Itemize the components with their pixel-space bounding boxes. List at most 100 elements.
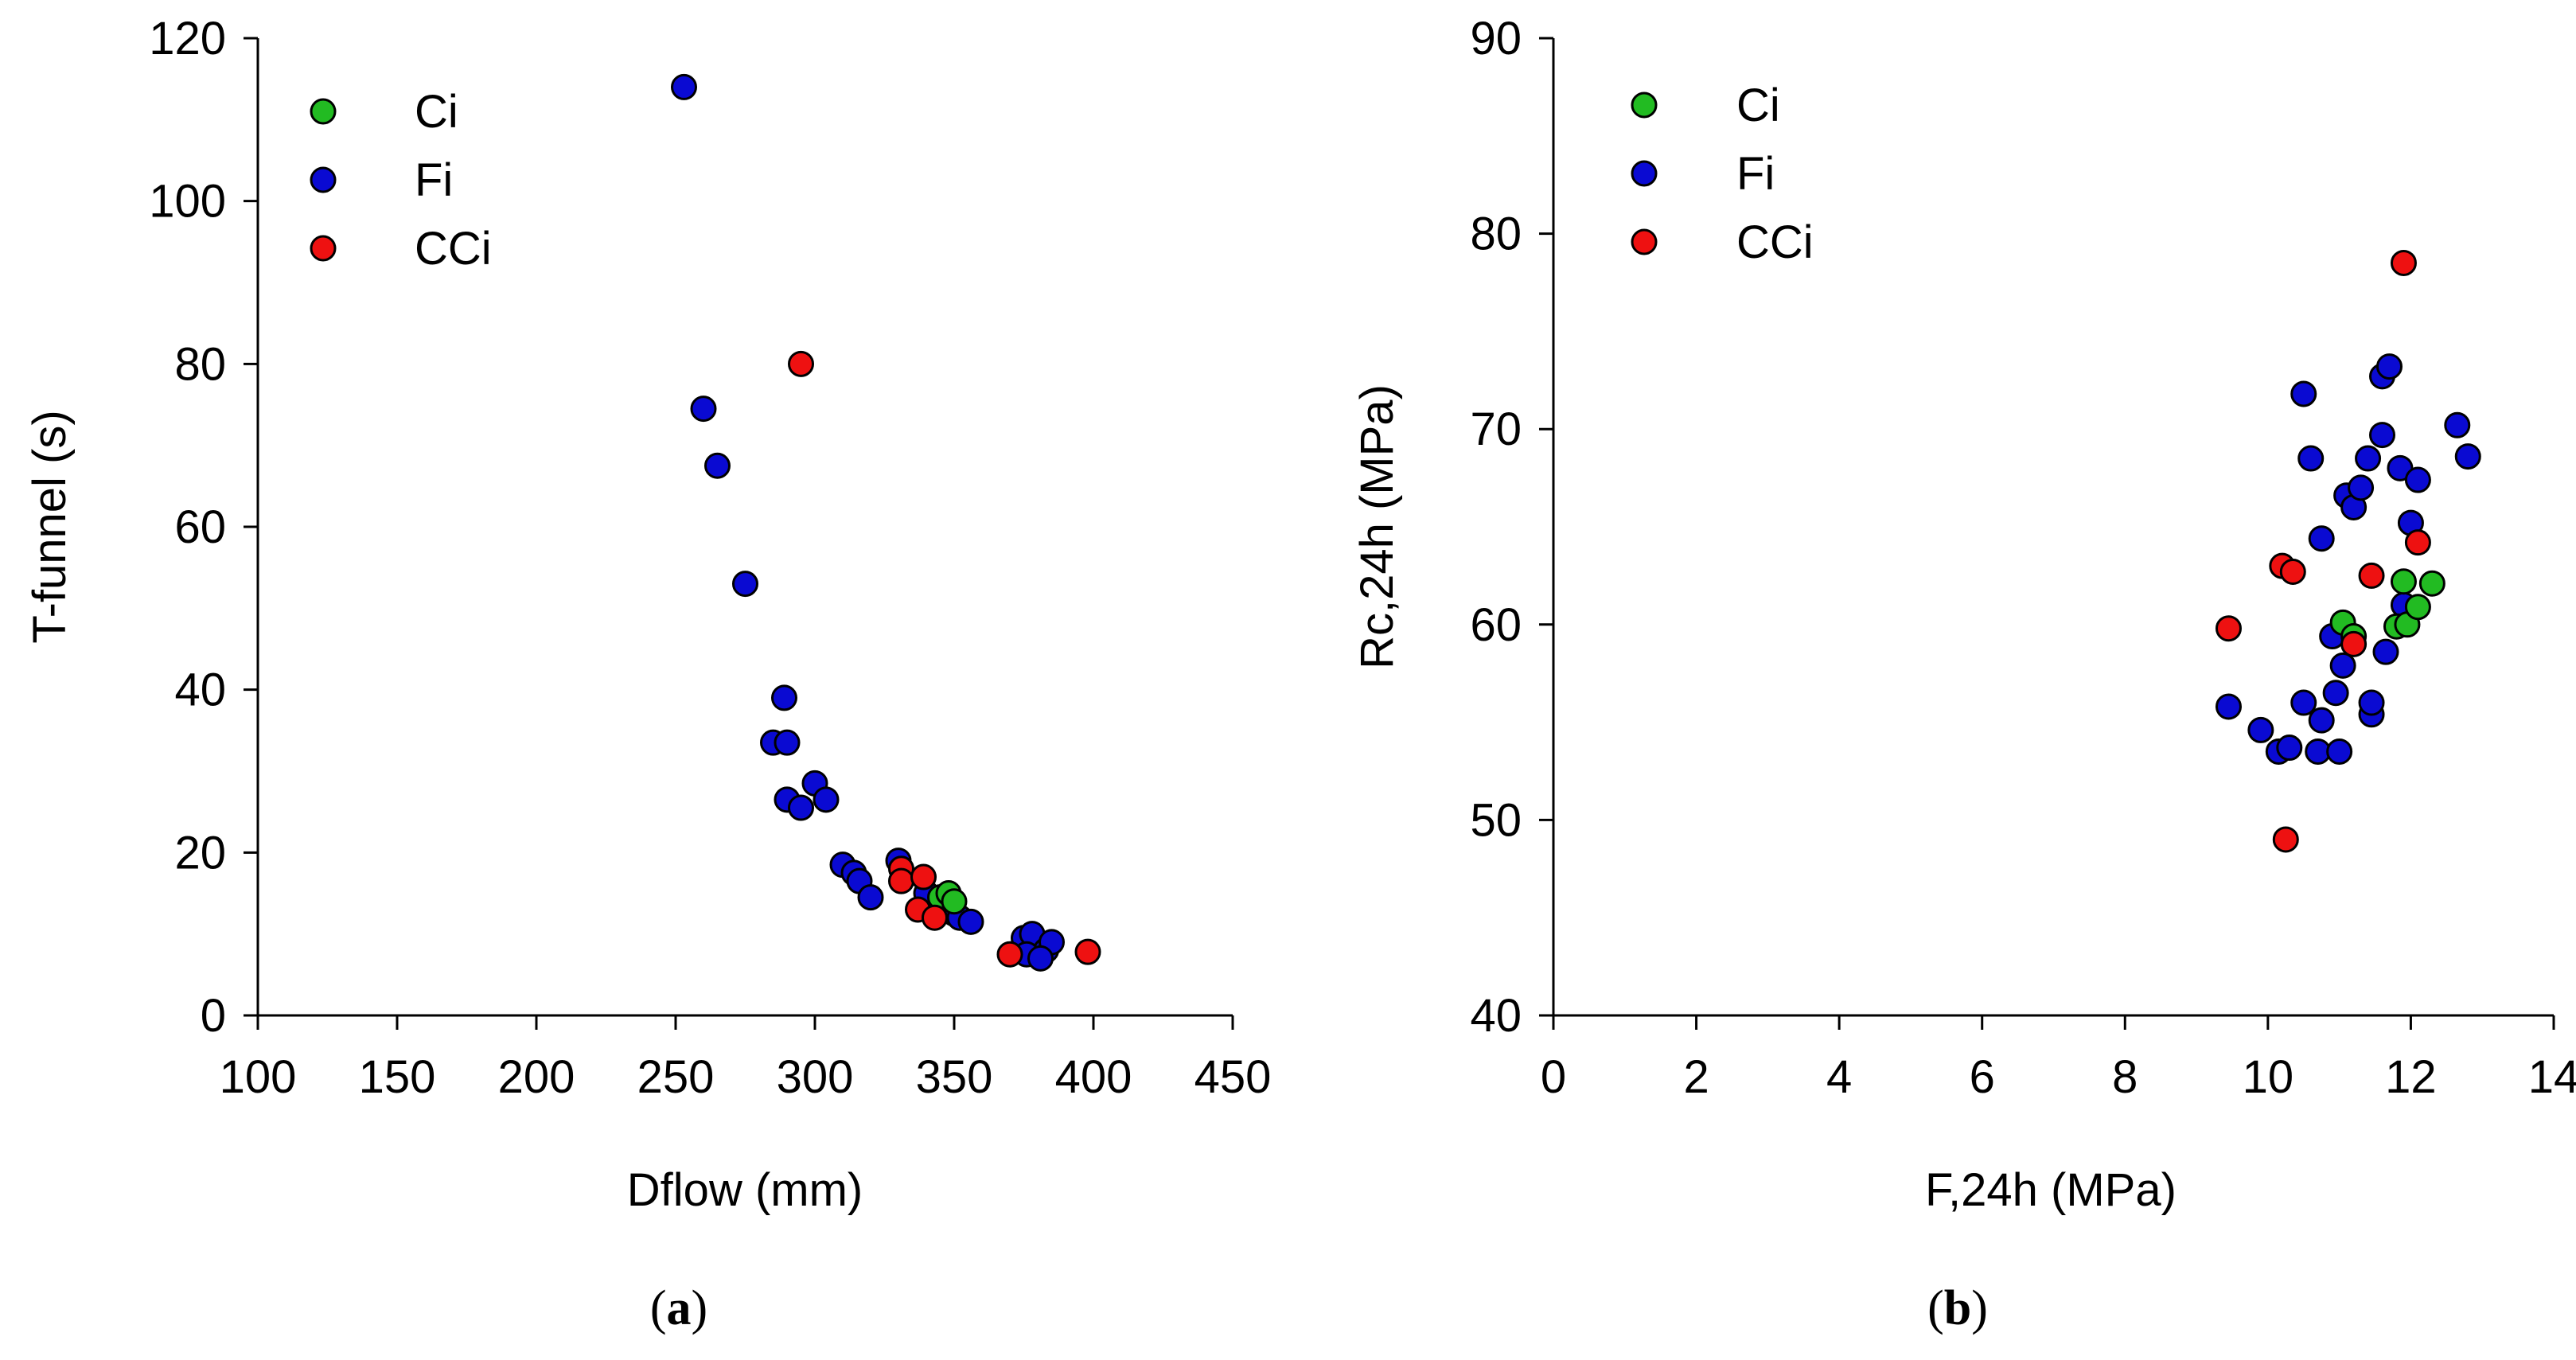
data-point-cci: [2340, 630, 2368, 657]
ticks-a: 100 150 200 250 300 350 400 450 0 20 40 …: [149, 13, 1271, 1103]
data-point-fi: [788, 794, 814, 821]
x-axis-label-b: F,24h (MPa): [1925, 1164, 2177, 1216]
data-point-cci: [2358, 562, 2385, 589]
data-point-fi: [2348, 474, 2375, 501]
data-point-fi: [2290, 380, 2317, 407]
x-tick-label: 14: [2528, 1051, 2576, 1103]
y-axis-label-b: Rc,24h (MPa): [1351, 384, 1403, 669]
x-tick-label: 400: [1055, 1051, 1132, 1103]
y-tick-label: 80: [1470, 208, 1522, 260]
data-point-fi: [2329, 652, 2356, 679]
y-tick-label: 60: [174, 501, 226, 553]
data-point-cci: [922, 904, 948, 931]
data-point-fi: [2247, 716, 2274, 743]
data-point-fi: [2308, 525, 2335, 552]
data-point-cci: [2404, 529, 2431, 556]
data-point-cci: [1074, 938, 1101, 965]
data-point-fi: [2355, 445, 2382, 472]
data-point-fi: [2375, 353, 2403, 380]
legend-marker-cci: [1631, 228, 1658, 255]
data-point-fi: [2297, 445, 2325, 472]
x-tick-label: 12: [2385, 1051, 2437, 1103]
legend-label-fi: Fi: [1736, 148, 1775, 200]
panel-label-b: (b): [1927, 1281, 1988, 1335]
data-point-fi: [857, 884, 884, 911]
data-point-fi: [671, 73, 697, 100]
data-point-fi: [2358, 689, 2385, 716]
y-tick-label: 70: [1470, 403, 1522, 455]
x-tick-label: 4: [1826, 1051, 1852, 1103]
series-points-b: [2215, 249, 2481, 853]
series-points-a: [671, 73, 1101, 972]
x-tick-label: 8: [2112, 1051, 2138, 1103]
panel-letter-b: b: [1944, 1281, 1971, 1335]
data-point-fi: [2369, 422, 2396, 449]
data-point-fi: [690, 396, 717, 423]
legend-marker-fi: [310, 166, 337, 193]
axes-frame-b: [1552, 38, 2554, 1017]
x-tick-label: 450: [1194, 1051, 1272, 1103]
x-tick-label: 100: [220, 1051, 297, 1103]
data-point-ci: [2404, 594, 2431, 621]
x-tick-label: 300: [777, 1051, 854, 1103]
data-point-fi: [957, 908, 984, 935]
x-ticks-a: 100 150 200 250 300 350 400 450: [220, 1015, 1272, 1103]
data-point-fi: [2444, 411, 2471, 438]
y-tick-label: 0: [201, 990, 226, 1042]
y-tick-label: 40: [174, 664, 226, 716]
y-tick-label: 50: [1470, 794, 1522, 846]
y-tick-label: 20: [174, 827, 226, 879]
legend-marker-cci: [310, 235, 337, 262]
data-point-fi: [2215, 693, 2242, 720]
data-point-fi: [2404, 466, 2431, 493]
data-point-cci: [888, 867, 914, 894]
legend-a: Ci Fi CCi: [310, 86, 492, 275]
data-point-cci: [2272, 826, 2299, 853]
axes-frame-a: [256, 38, 1233, 1017]
legend-marker-ci: [1631, 92, 1658, 119]
y-tick-label: 80: [174, 338, 226, 390]
data-point-fi: [2276, 735, 2303, 762]
legend-label-fi: Fi: [415, 154, 453, 206]
legend-marker-fi: [1631, 160, 1658, 187]
x-ticks-b: 0 2 4 6 8 10 12 14: [1541, 1015, 2576, 1103]
y-ticks-b: 40 50 60 70 80 90: [1470, 13, 1553, 1042]
data-point-cci: [2390, 249, 2417, 276]
data-point-cci: [2279, 558, 2306, 585]
data-point-fi: [2372, 638, 2399, 665]
x-tick-label: 0: [1541, 1051, 1566, 1103]
y-tick-label: 60: [1470, 599, 1522, 651]
data-point-ci: [941, 888, 968, 915]
data-point-cci: [788, 350, 814, 377]
y-tick-label: 120: [149, 13, 226, 64]
chart-panel-a: 100 150 200 250 300 350 400 450 0 20 40 …: [24, 13, 1271, 1335]
x-tick-label: 6: [1970, 1051, 1995, 1103]
data-point-fi: [2308, 707, 2335, 734]
data-point-ci: [2418, 570, 2445, 597]
data-point-fi: [813, 786, 840, 813]
legend-label-ci: Ci: [1736, 80, 1780, 131]
x-axis-label-a: Dflow (mm): [627, 1164, 863, 1216]
data-point-fi: [2454, 443, 2481, 470]
x-tick-label: 10: [2243, 1051, 2294, 1103]
y-tick-label: 90: [1470, 13, 1522, 64]
x-tick-label: 350: [916, 1051, 993, 1103]
data-point-cci: [910, 863, 937, 890]
data-point-fi: [774, 729, 801, 756]
x-tick-label: 150: [359, 1051, 436, 1103]
data-point-cci: [2215, 615, 2242, 642]
data-point-ci: [2390, 568, 2417, 595]
data-point-fi: [1027, 945, 1054, 972]
legend-marker-ci: [310, 98, 337, 125]
legend-b: Ci Fi CCi: [1631, 80, 1814, 268]
data-point-cci: [996, 941, 1023, 968]
y-ticks-a: 0 20 40 60 80 100 120: [149, 13, 258, 1042]
legend-label-cci: CCi: [1736, 216, 1814, 268]
data-point-fi: [771, 684, 797, 711]
x-tick-label: 200: [498, 1051, 575, 1103]
panel-letter-a: a: [667, 1281, 692, 1335]
x-tick-label: 250: [637, 1051, 715, 1103]
y-axis-label-a: T-funnel (s): [24, 410, 76, 643]
legend-label-ci: Ci: [415, 86, 458, 138]
